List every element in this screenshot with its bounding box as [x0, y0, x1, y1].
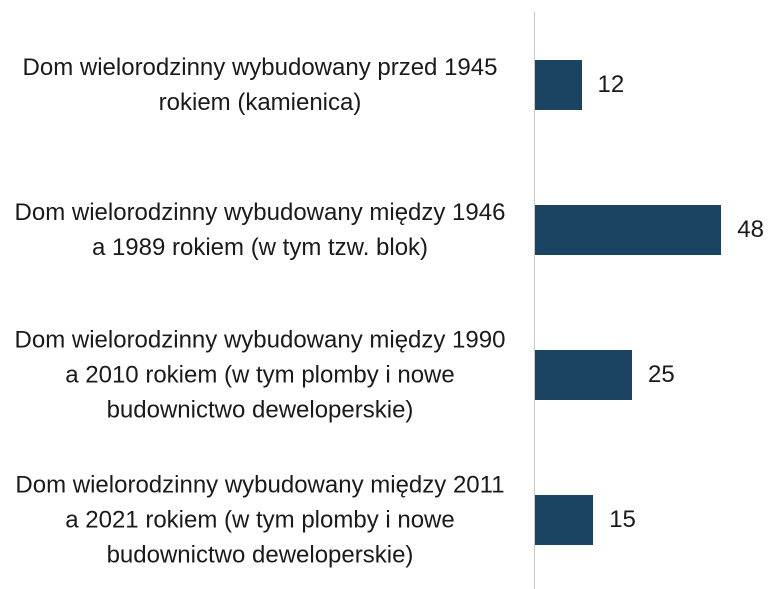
bar [535, 494, 594, 545]
category-label: Dom wielorodzinny wybudowany przed 1945 … [22, 53, 498, 116]
category-label: Dom wielorodzinny wybudowany między 1946… [14, 198, 506, 261]
bar [535, 349, 632, 400]
bar [535, 204, 722, 255]
bar [535, 59, 582, 110]
data-label: 25 [648, 360, 675, 388]
data-label: 12 [597, 70, 625, 98]
category-axis [534, 12, 535, 589]
category-label: Dom wielorodzinny wybudowany między 2011… [15, 471, 505, 568]
data-label: 15 [609, 505, 636, 533]
data-label: 48 [737, 215, 764, 243]
category-label: Dom wielorodzinny wybudowany między 1990… [14, 326, 506, 423]
